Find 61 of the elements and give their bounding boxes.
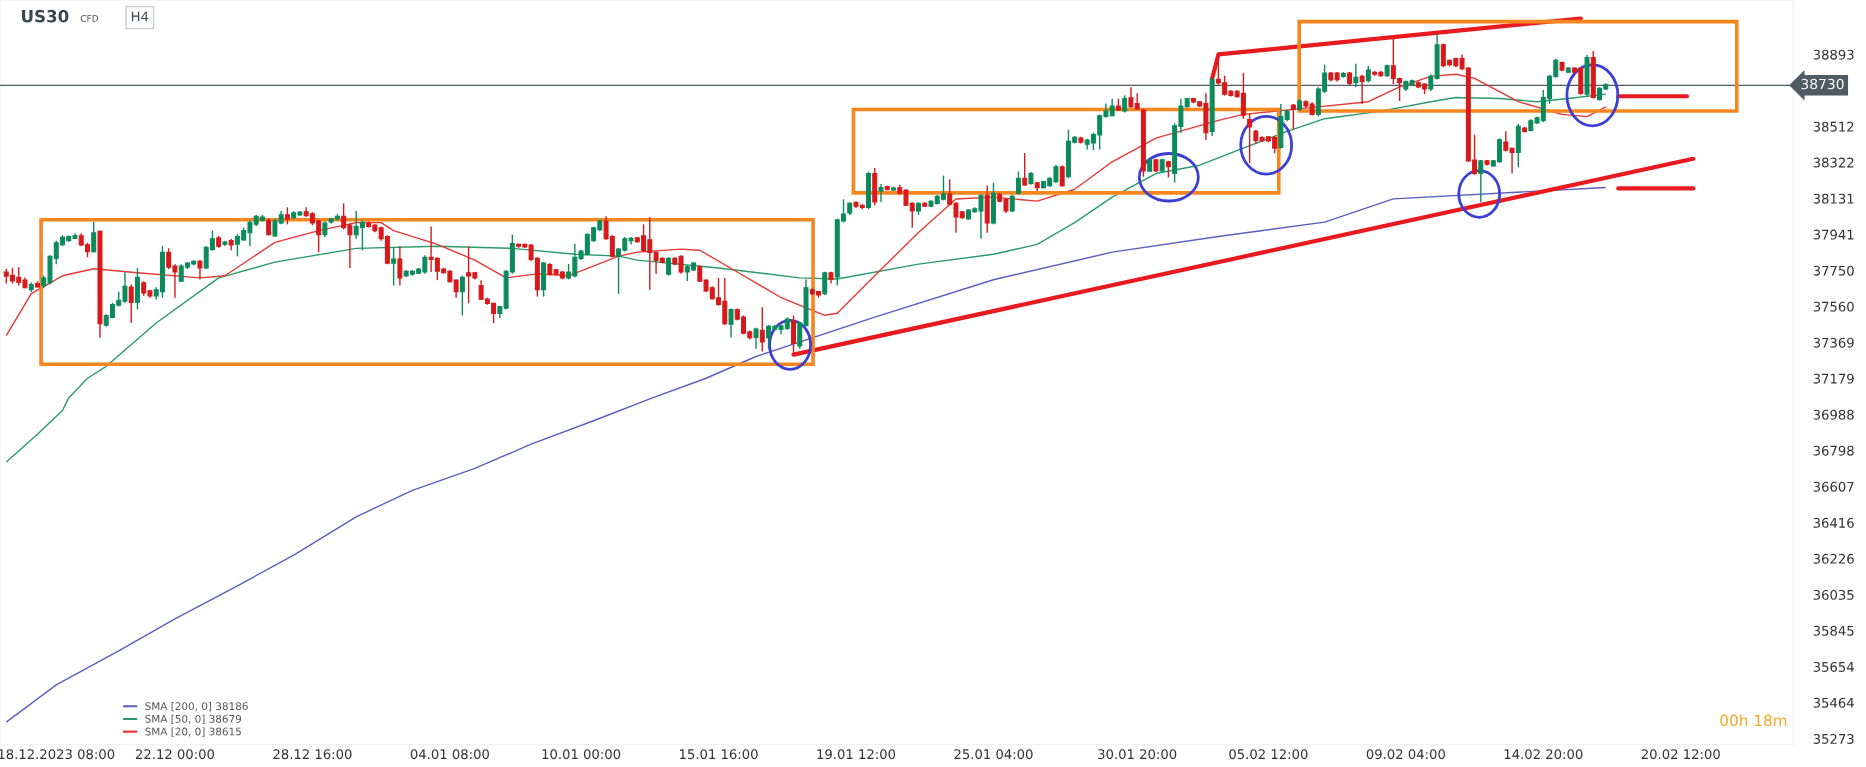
chart-title: US30: [22, 9, 69, 23]
y-tick-label: 36607: [1813, 481, 1854, 492]
legend-label: SMA [50, 0] 38679: [145, 714, 242, 724]
x-tick-label: 20.02 12:00: [1641, 749, 1720, 760]
candlestick: [759, 306, 765, 353]
candlestick: [666, 256, 672, 277]
candlestick: [1290, 103, 1296, 130]
y-tick-label: 38893: [1813, 49, 1854, 60]
x-tick-label: 22.12 00:00: [135, 749, 215, 760]
candlestick: [728, 307, 734, 339]
line-series: [5, 73, 1607, 337]
annotation: H4: [131, 11, 149, 22]
line-series: [5, 186, 1607, 723]
candlestick: [197, 259, 203, 281]
x-tick-label: 14.02 20:00: [1504, 749, 1583, 760]
candlestick: [91, 221, 97, 254]
annotation: 00h 18m: [1720, 714, 1787, 727]
text: CFD: [80, 14, 99, 22]
x-tick-label: 10.01 00:00: [542, 749, 621, 760]
y-tick-label: 38512: [1813, 121, 1854, 132]
candlestick: [1478, 159, 1484, 203]
candlestick: [459, 274, 465, 317]
y-tick-label: 36226: [1813, 553, 1854, 564]
candlestick: [1247, 112, 1253, 164]
x-tick-label: 04.01 08:00: [410, 749, 489, 760]
candlestick: [878, 183, 884, 203]
y-tick-label: 36416: [1813, 517, 1854, 528]
x-tick-label: 28.12 16:00: [273, 749, 352, 760]
x-tick-label: 25.01 04:00: [954, 749, 1033, 760]
y-tick-label: 37369: [1813, 337, 1854, 348]
y-tick-label: 36798: [1813, 445, 1854, 456]
y-tick-label: 37941: [1813, 229, 1854, 240]
legend-label: SMA [200, 0] 38186: [145, 702, 248, 712]
y-tick-label: 35845: [1813, 625, 1854, 636]
y-tick-label: 36988: [1813, 409, 1854, 420]
x-tick-label: 09.02 04:00: [1366, 749, 1445, 760]
y-tick-label: 35464: [1813, 697, 1854, 708]
candlestick: [1015, 170, 1021, 196]
candlestick: [1359, 74, 1365, 105]
candlestick: [1353, 63, 1359, 88]
legend-label: SMA [20, 0] 38615: [145, 727, 241, 737]
candlestick: [1022, 152, 1028, 187]
candlestick: [128, 283, 134, 324]
ref-line-label: 38730: [1801, 78, 1844, 90]
y-tick-label: 36035: [1813, 589, 1854, 600]
x-tick-label: 15.01 16:00: [679, 749, 758, 760]
y-tick-label: 35654: [1813, 661, 1854, 672]
candlestick: [791, 314, 797, 354]
candlestick: [397, 245, 403, 287]
y-tick-label: 35273: [1813, 733, 1854, 744]
y-tick-label: 37179: [1813, 373, 1854, 384]
y-tick-label: 38131: [1813, 193, 1854, 204]
y-tick-label: 37750: [1813, 265, 1854, 276]
candlestick: [453, 278, 459, 299]
x-tick-label: 05.02 12:00: [1229, 749, 1308, 760]
y-tick-label: 37560: [1813, 301, 1854, 312]
candlestick: [391, 246, 397, 287]
x-tick-label: 19.01 12:00: [817, 749, 896, 760]
line-series: [5, 93, 1607, 463]
y-tick-label: 38322: [1813, 157, 1854, 168]
x-tick-label: 30.01 20:00: [1098, 749, 1177, 760]
